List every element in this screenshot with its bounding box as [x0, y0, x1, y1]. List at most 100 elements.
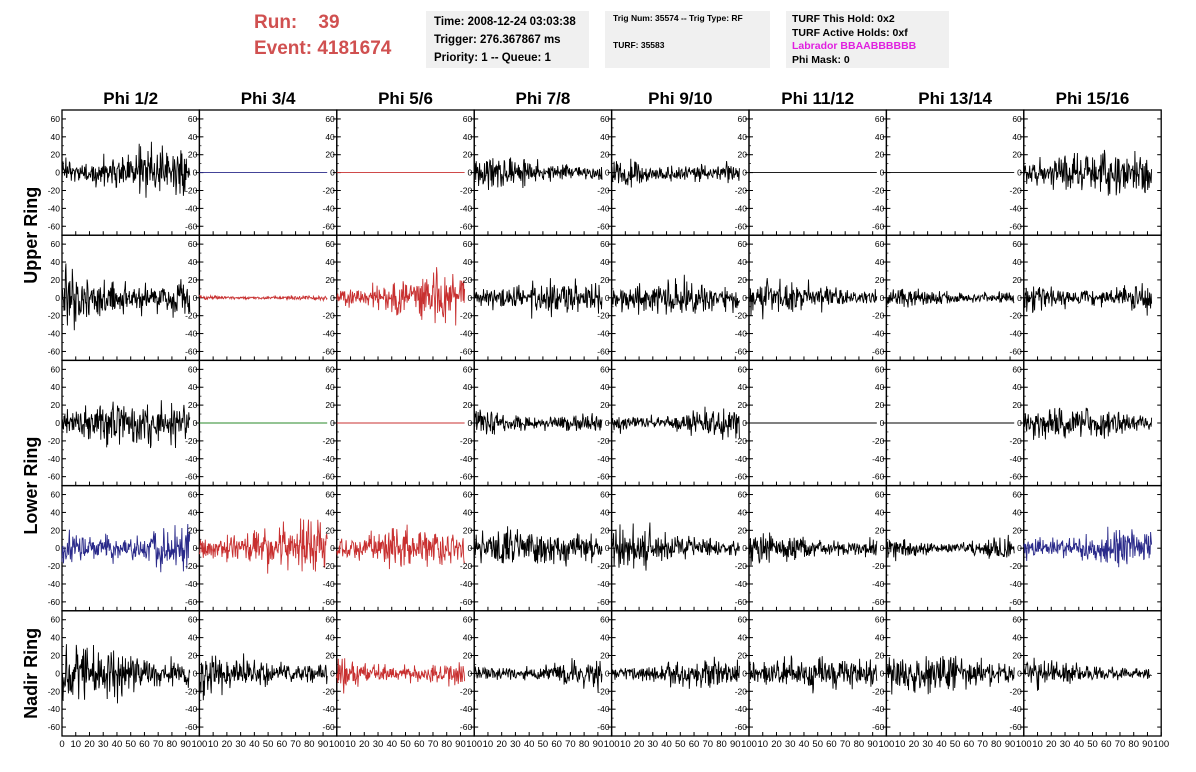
y-tick-label: 60 [463, 615, 473, 625]
waveform-trace [473, 278, 603, 319]
x-tick-label: 10 [208, 739, 219, 750]
waveform-trace [885, 655, 1015, 695]
waveform-panel: -60 -40 -20 0 20 40 60 [735, 359, 888, 487]
y-tick-label: -40 [185, 704, 198, 714]
y-tick-label: -60 [597, 722, 610, 732]
x-tick-label: 80 [854, 739, 865, 750]
x-tick-label: 60 [139, 739, 150, 750]
y-tick-label: -20 [185, 311, 198, 321]
y-tick-label: 20 [325, 525, 335, 535]
waveform-panel: -60 -40 -20 0 20 40 60 [460, 610, 613, 737]
event-value: 4181674 [317, 38, 392, 59]
x-tick-label: 80 [1128, 739, 1139, 750]
y-tick-label: 0 [880, 293, 885, 303]
x-tick-label: 20 [222, 739, 233, 750]
y-tick-label: 60 [738, 239, 748, 249]
x-tick-label: 20 [634, 739, 645, 750]
y-tick-label: 60 [325, 615, 335, 625]
y-tick-label: 0 [193, 418, 198, 428]
y-tick-label: -40 [48, 579, 61, 589]
y-tick-label: 0 [880, 418, 885, 428]
y-tick-label: 0 [742, 543, 747, 553]
y-tick-label: 0 [880, 668, 885, 678]
y-tick-label: 20 [1012, 651, 1022, 661]
y-tick-label: 0 [1017, 418, 1022, 428]
x-tick-label: 50 [538, 739, 549, 750]
y-tick-label: 40 [1012, 507, 1022, 517]
y-tick-label: -60 [597, 472, 610, 482]
y-tick-label: 40 [738, 257, 748, 267]
y-tick-label: -60 [185, 597, 198, 607]
x-tick-label: 60 [1101, 739, 1112, 750]
x-tick-label: 100 [1016, 739, 1032, 750]
x-tick-label: 70 [153, 739, 164, 750]
waveform-trace [61, 141, 191, 198]
waveform-trace [885, 288, 1015, 308]
y-tick-label: -40 [48, 704, 61, 714]
y-tick-label: -60 [597, 597, 610, 607]
y-tick-label: 20 [463, 400, 473, 410]
y-tick-label: 60 [188, 615, 198, 625]
y-tick-label: 60 [51, 490, 61, 500]
trigger-info-box: Trig Num: 35574 -- Trig Type: RF TURF: 3… [605, 11, 770, 68]
x-tick-label: 90 [867, 739, 878, 750]
y-tick-label: 40 [738, 382, 748, 392]
y-tick-label: -20 [323, 561, 336, 571]
x-tick-label: 40 [936, 739, 947, 750]
y-tick-label: 0 [55, 543, 60, 553]
y-tick-label: 20 [188, 275, 198, 285]
priority-line: Priority: 1 -- Queue: 1 [434, 52, 551, 64]
y-tick-label: 20 [1012, 275, 1022, 285]
y-tick-label: -60 [872, 472, 885, 482]
y-tick-label: -40 [872, 203, 885, 213]
y-tick-label: 0 [880, 543, 885, 553]
y-tick-label: 20 [1012, 525, 1022, 535]
y-tick-label: -40 [48, 329, 61, 339]
y-tick-label: -20 [597, 561, 610, 571]
ring-label: Upper Ring [21, 187, 41, 284]
waveform-trace [61, 644, 191, 704]
y-tick-label: -60 [185, 221, 198, 231]
y-tick-label: 0 [880, 168, 885, 178]
y-tick-label: -60 [48, 597, 61, 607]
x-tick-label: 50 [125, 739, 136, 750]
y-tick-label: 20 [188, 651, 198, 661]
waveform-panel: -60 -40 -20 0 20 40 60 [460, 359, 613, 487]
column-title: Phi 13/14 [918, 89, 992, 108]
waveform-trace [473, 526, 603, 567]
waveform-panel: -60 -40 -20 0 20 40 60 [597, 109, 750, 236]
y-tick-label: -40 [460, 579, 473, 589]
y-tick-label: 20 [51, 275, 61, 285]
y-tick-label: -60 [460, 472, 473, 482]
y-tick-label: 60 [325, 490, 335, 500]
y-tick-label: 20 [875, 400, 885, 410]
waveform-panel: -60 -40 -20 0 20 40 60 [1010, 109, 1162, 236]
x-tick-label: 90 [593, 739, 604, 750]
y-tick-label: -40 [597, 203, 610, 213]
y-tick-label: -40 [460, 329, 473, 339]
y-tick-label: -40 [872, 454, 885, 464]
y-tick-label: 20 [51, 400, 61, 410]
y-tick-label: -60 [735, 722, 748, 732]
x-tick-label: 60 [277, 739, 288, 750]
waveform-panel: -60 -40 -20 0 20 40 60 [460, 234, 613, 362]
y-tick-label: -20 [872, 561, 885, 571]
y-tick-label: 60 [188, 114, 198, 124]
waveform-panel: -60 -40 -20 0 20 40 60 [872, 234, 1025, 362]
y-tick-label: -60 [872, 722, 885, 732]
y-tick-label: -20 [735, 686, 748, 696]
y-tick-label: 20 [600, 400, 610, 410]
y-tick-label: 40 [188, 633, 198, 643]
x-tick-label: 100 [604, 739, 620, 750]
y-tick-label: -40 [597, 454, 610, 464]
y-tick-label: 40 [188, 507, 198, 517]
waveform-panel: -60 -40 -20 0 20 40 60 [460, 109, 613, 236]
x-tick-label: 30 [98, 739, 109, 750]
y-tick-label: 60 [463, 239, 473, 249]
y-tick-label: 20 [600, 651, 610, 661]
y-tick-label: -20 [460, 561, 473, 571]
waveform-panel: -60 -40 -20 0 20 40 60 [323, 484, 475, 612]
waveform-panel: -60 -40 -20 0 20 40 60 [1010, 610, 1162, 737]
y-tick-label: 0 [605, 668, 610, 678]
y-tick-label: 60 [738, 114, 748, 124]
